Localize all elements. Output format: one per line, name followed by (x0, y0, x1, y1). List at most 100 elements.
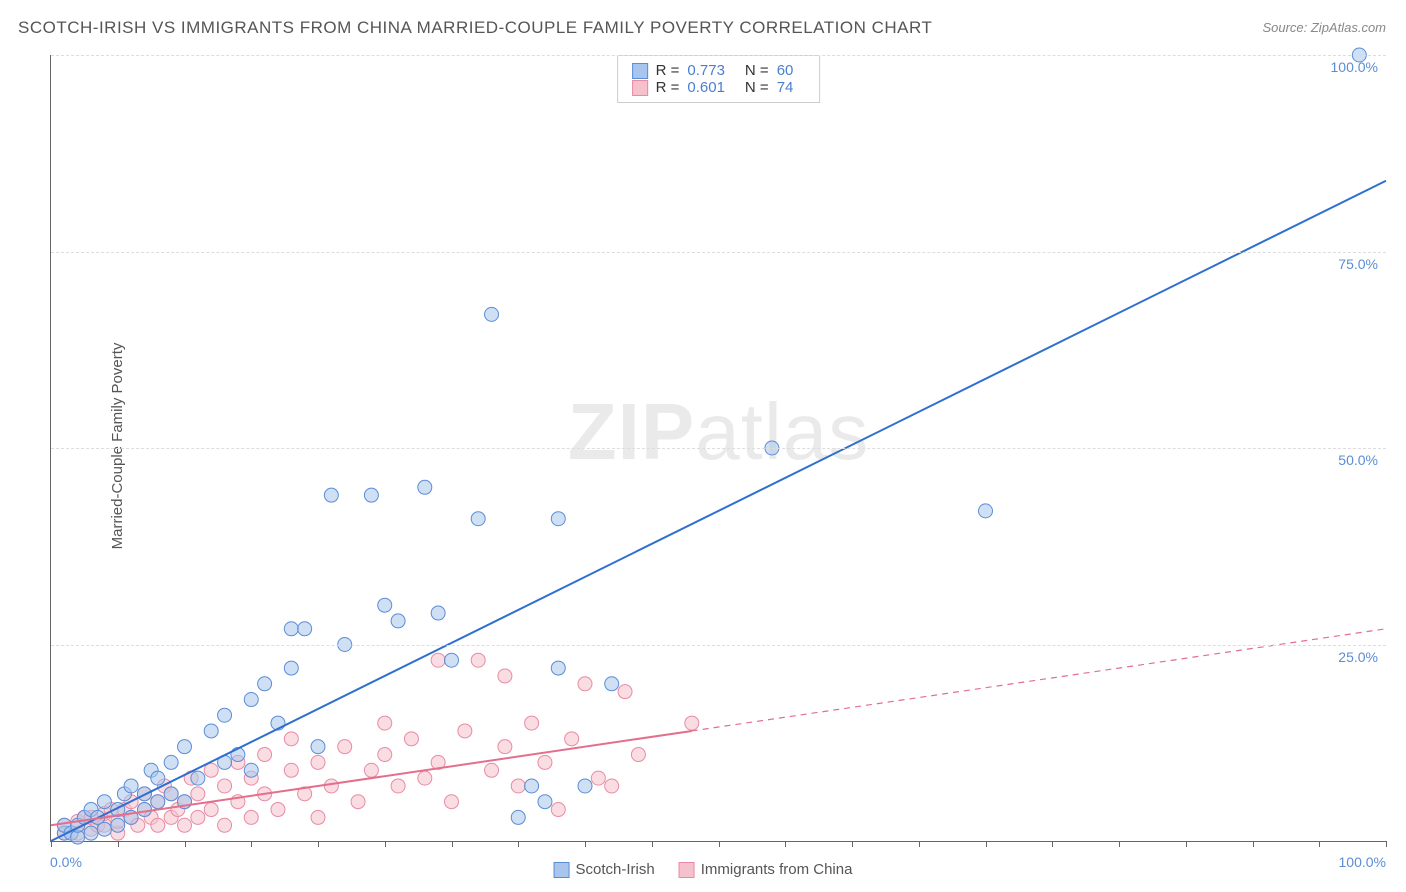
scatter-point (618, 685, 632, 699)
x-tick (518, 841, 519, 847)
scatter-point (538, 795, 552, 809)
legend-item-a: Scotch-Irish (554, 861, 655, 878)
scatter-point (538, 755, 552, 769)
scatter-point (191, 771, 205, 785)
scatter-point (525, 716, 539, 730)
scatter-point (218, 708, 232, 722)
scatter-point (258, 748, 272, 762)
scatter-point (591, 771, 605, 785)
plot-area: ZIPatlas R = 0.773 N = 60 R = 0.601 N = … (50, 55, 1386, 842)
x-tick (1186, 841, 1187, 847)
scatter-point (244, 810, 258, 824)
r-label: R = (656, 79, 680, 96)
n-value-a: 60 (777, 62, 794, 79)
scatter-point (284, 622, 298, 636)
scatter-point (485, 307, 499, 321)
x-tick (1253, 841, 1254, 847)
scatter-point (191, 787, 205, 801)
scatter-point (511, 810, 525, 824)
scatter-point (418, 480, 432, 494)
r-value-a: 0.773 (687, 62, 725, 79)
stats-row-a: R = 0.773 N = 60 (632, 62, 806, 79)
gridline (51, 55, 1386, 56)
scatter-point (111, 818, 125, 832)
swatch-series-b (679, 862, 695, 878)
stats-row-b: R = 0.601 N = 74 (632, 79, 806, 96)
gridline (51, 252, 1386, 253)
scatter-point (244, 763, 258, 777)
y-tick-label: 50.0% (1338, 452, 1378, 468)
swatch-series-a (554, 862, 570, 878)
n-value-b: 74 (777, 79, 794, 96)
scatter-point (498, 740, 512, 754)
scatter-point (605, 779, 619, 793)
scatter-point (338, 740, 352, 754)
x-tick (1119, 841, 1120, 847)
scatter-point (471, 653, 485, 667)
scatter-point (351, 795, 365, 809)
x-tick (1319, 841, 1320, 847)
scatter-point (84, 826, 98, 840)
swatch-series-b (632, 80, 648, 96)
x-tick (185, 841, 186, 847)
stats-legend-box: R = 0.773 N = 60 R = 0.601 N = 74 (617, 55, 821, 103)
scatter-point (204, 763, 218, 777)
swatch-series-a (632, 63, 648, 79)
scatter-point (485, 763, 499, 777)
scatter-point (445, 795, 459, 809)
scatter-point (298, 622, 312, 636)
scatter-point (551, 803, 565, 817)
scatter-point (324, 488, 338, 502)
bottom-legend: Scotch-Irish Immigrants from China (554, 861, 853, 878)
scatter-point (284, 661, 298, 675)
scatter-point (178, 740, 192, 754)
gridline (51, 645, 1386, 646)
source-attribution: Source: ZipAtlas.com (1262, 20, 1386, 35)
scatter-point (124, 779, 138, 793)
x-tick (51, 841, 52, 847)
x-tick (251, 841, 252, 847)
scatter-point (151, 795, 165, 809)
scatter-point (605, 677, 619, 691)
scatter-point (391, 779, 405, 793)
scatter-point (378, 598, 392, 612)
scatter-point (311, 810, 325, 824)
x-tick (452, 841, 453, 847)
scatter-point (551, 661, 565, 675)
x-tick (852, 841, 853, 847)
y-tick-label: 25.0% (1338, 649, 1378, 665)
scatter-point (97, 795, 111, 809)
gridline (51, 448, 1386, 449)
x-tick (385, 841, 386, 847)
scatter-point (511, 779, 525, 793)
legend-label-b: Immigrants from China (701, 861, 853, 878)
scatter-point (565, 732, 579, 746)
scatter-point (431, 653, 445, 667)
scatter-point (284, 763, 298, 777)
scatter-point (178, 818, 192, 832)
scatter-point (578, 677, 592, 691)
x-tick (986, 841, 987, 847)
scatter-point (204, 803, 218, 817)
scatter-point (151, 818, 165, 832)
scatter-point (431, 606, 445, 620)
scatter-point (324, 779, 338, 793)
scatter-point (311, 740, 325, 754)
scatter-point (391, 614, 405, 628)
r-value-b: 0.601 (687, 79, 725, 96)
scatter-point (151, 771, 165, 785)
scatter-point (378, 748, 392, 762)
scatter-point (137, 803, 151, 817)
x-tick (118, 841, 119, 847)
scatter-point (364, 763, 378, 777)
n-label: N = (745, 62, 769, 79)
scatter-point (418, 771, 432, 785)
scatter-point (284, 732, 298, 746)
scatter-point (271, 803, 285, 817)
scatter-point (525, 779, 539, 793)
scatter-point (378, 716, 392, 730)
x-tick (785, 841, 786, 847)
scatter-point (458, 724, 472, 738)
scatter-point (979, 504, 993, 518)
scatter-point (218, 779, 232, 793)
